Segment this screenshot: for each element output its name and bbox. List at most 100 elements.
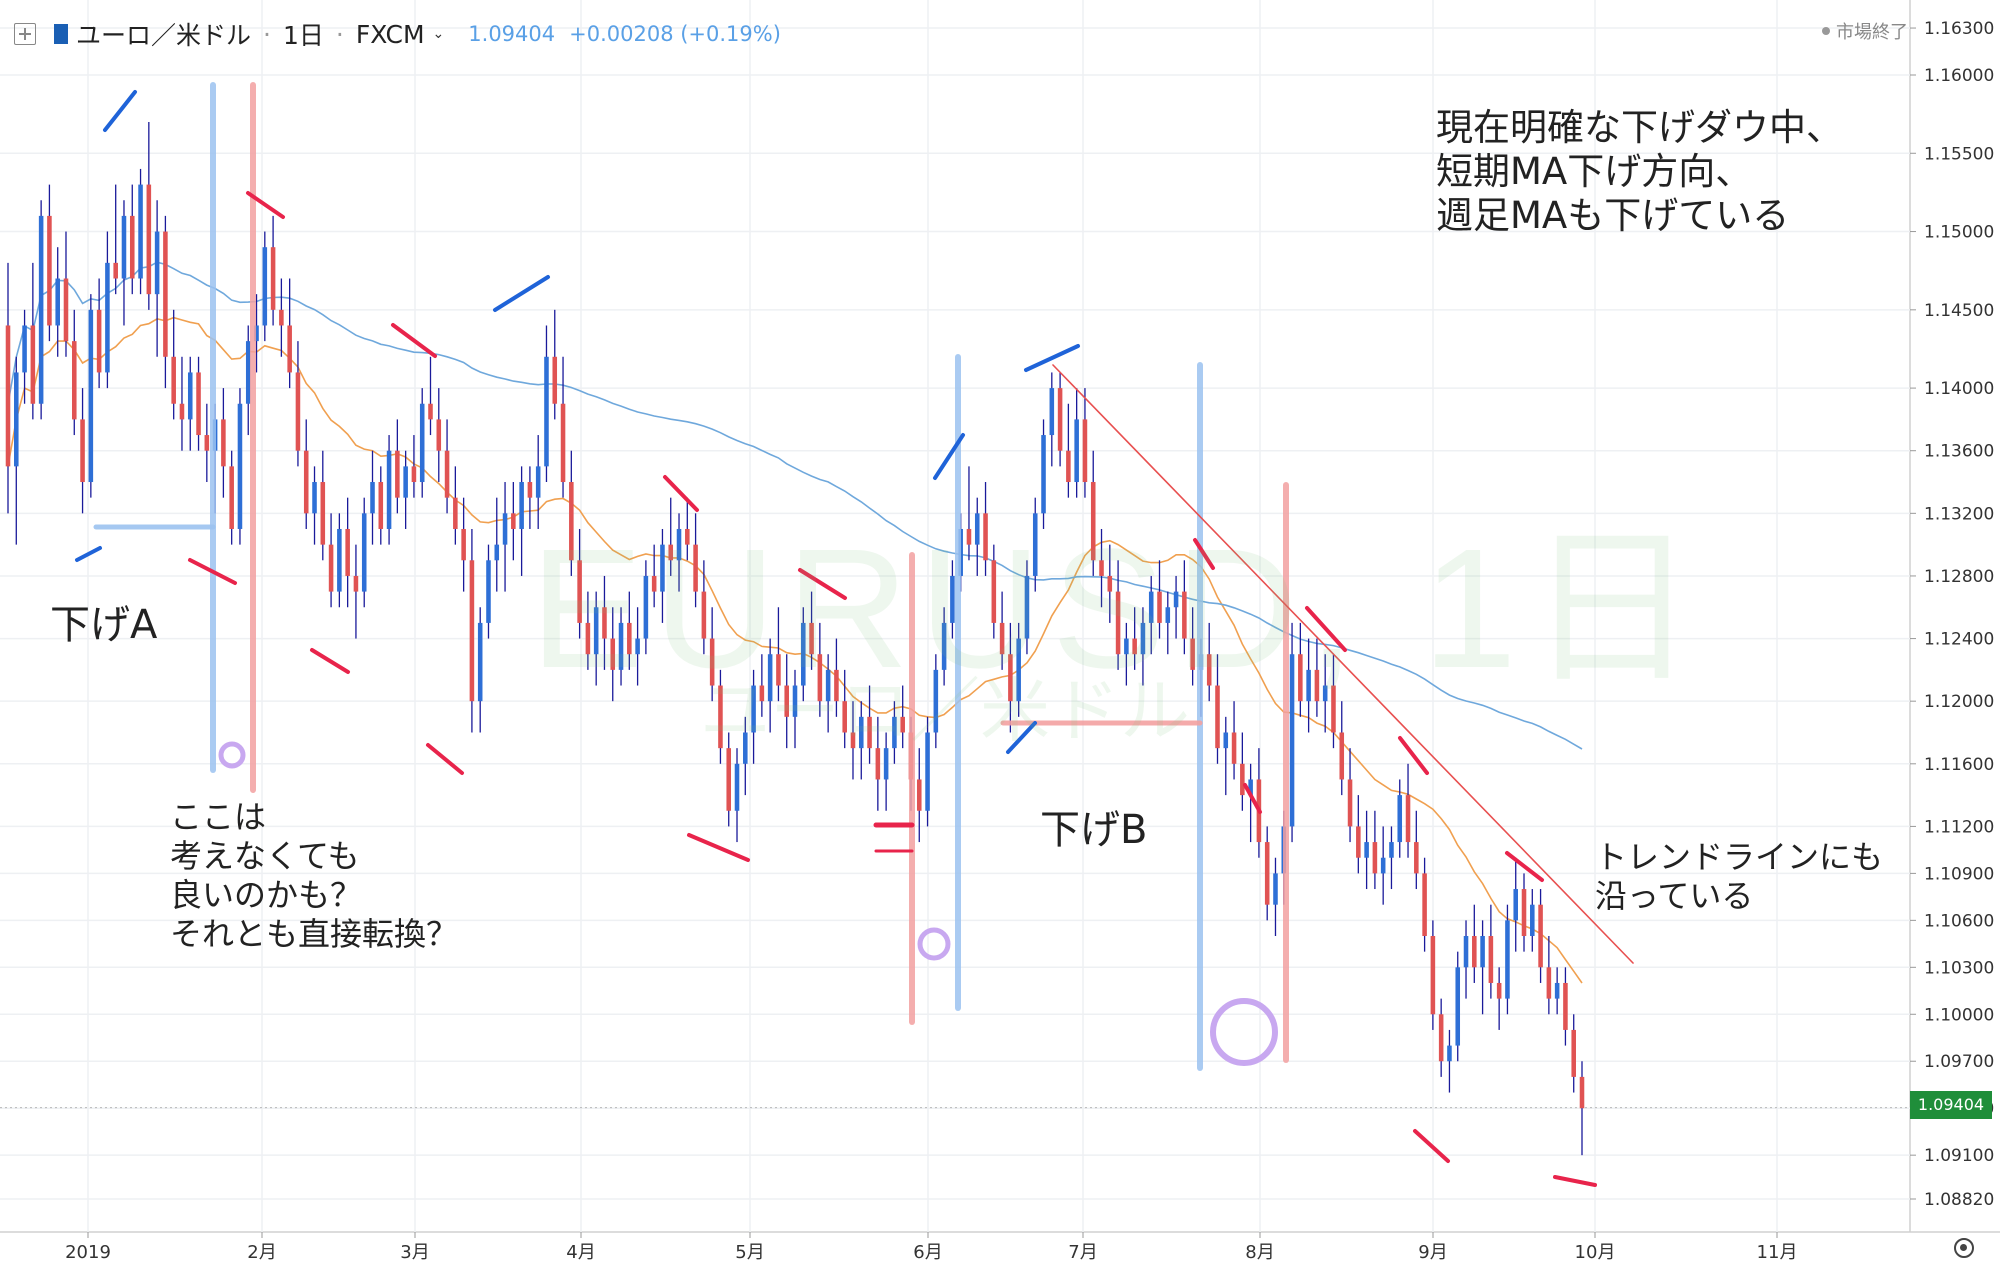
x-tick-label: 2019 xyxy=(65,1242,111,1263)
candle xyxy=(676,513,682,592)
candle xyxy=(1546,936,1552,1015)
interval-label[interactable]: 1日 xyxy=(282,21,324,50)
candle-body xyxy=(171,356,176,404)
candle xyxy=(709,607,715,702)
symbol-name[interactable]: ユーロ／米ドル xyxy=(76,21,252,50)
swing-low-mark xyxy=(687,833,750,862)
status-dot-icon xyxy=(1822,27,1830,35)
gear-icon[interactable] xyxy=(1954,1238,1974,1258)
candle-body xyxy=(685,528,690,545)
candle-body xyxy=(1505,920,1510,999)
candle-body xyxy=(1182,591,1187,639)
candle-body xyxy=(1223,732,1229,749)
candle xyxy=(1322,654,1328,733)
candle xyxy=(602,575,607,670)
candle-body xyxy=(1397,795,1403,843)
candle-body xyxy=(834,669,839,702)
swing-low-mark xyxy=(798,568,847,600)
candle xyxy=(444,419,450,514)
candle-body xyxy=(651,575,657,592)
candle-body xyxy=(1389,842,1394,858)
candle-body xyxy=(941,622,947,670)
candle-body xyxy=(337,528,342,592)
candle xyxy=(30,262,36,420)
candle xyxy=(88,294,94,498)
candle xyxy=(320,450,326,561)
candle-body xyxy=(38,215,44,404)
candle-body xyxy=(386,450,392,529)
candle xyxy=(279,278,284,357)
candle xyxy=(1579,1061,1585,1156)
plus-square-icon[interactable] xyxy=(14,23,36,45)
candle-body xyxy=(618,622,624,670)
candle xyxy=(1082,388,1088,498)
symbol-watermark-sub: ユーロ／米ドル xyxy=(700,670,1190,752)
candle xyxy=(287,278,292,389)
candle-body xyxy=(262,247,268,326)
candle xyxy=(668,497,674,576)
price-axis[interactable]: 1.16300 1.16000 1.15500 1.15000 1.14500 1.140… xyxy=(1910,19,1994,1210)
candle-body xyxy=(585,622,591,655)
candle-body xyxy=(1455,967,1461,1046)
candle-body xyxy=(270,247,276,310)
candle xyxy=(544,325,549,483)
candle-body xyxy=(511,513,516,529)
candle-body xyxy=(502,513,508,545)
chevron-down-icon[interactable]: ⌄ xyxy=(432,26,445,42)
candle-body xyxy=(378,482,384,529)
candle-body xyxy=(1115,591,1121,655)
candle xyxy=(718,669,723,764)
candle-body xyxy=(1008,654,1013,702)
y-tick-label: 1.09700 xyxy=(1924,1052,1994,1072)
candle-body xyxy=(1579,1076,1585,1109)
candle xyxy=(337,513,342,608)
candle xyxy=(1231,701,1237,780)
y-tick-label: 1.15500 xyxy=(1924,144,1994,164)
candle-body xyxy=(146,184,152,295)
pivot-circle xyxy=(1210,998,1278,1066)
candle-body xyxy=(370,482,375,514)
candle-body xyxy=(494,544,500,561)
candle-body xyxy=(718,685,723,749)
candle-body xyxy=(1438,1014,1444,1062)
candle xyxy=(1339,701,1345,796)
candle xyxy=(1182,560,1187,655)
downtrend-line xyxy=(1052,364,1634,964)
candle-body xyxy=(544,356,549,467)
candle xyxy=(1090,450,1096,576)
candle xyxy=(569,450,574,576)
swing-high-mark xyxy=(933,433,965,480)
candle xyxy=(892,701,897,764)
last-price-label: 1.09404 xyxy=(1910,1091,1992,1119)
candle xyxy=(171,309,176,420)
candle xyxy=(1032,497,1038,592)
candle xyxy=(461,497,466,592)
candle xyxy=(759,654,765,717)
candle-body xyxy=(1546,967,1552,999)
candle xyxy=(651,544,657,608)
time-axis[interactable]: 2019 2月 3月 4月 5月 6月 7月 8月 9月 10月 11月 xyxy=(65,1232,1797,1263)
candle xyxy=(1397,779,1403,858)
candle-body xyxy=(1090,482,1096,561)
candle xyxy=(858,701,864,780)
x-tick-label: 11月 xyxy=(1757,1242,1798,1263)
candle-body xyxy=(22,325,27,373)
candle-body xyxy=(1364,842,1369,858)
candle-body xyxy=(767,654,773,702)
candle xyxy=(527,466,533,529)
candle-body xyxy=(353,575,359,592)
last-price-readout: 1.09404 xyxy=(468,22,556,46)
swing-low-mark xyxy=(188,558,237,585)
exchange-label[interactable]: FXCM xyxy=(355,19,425,49)
market-status-label: 市場終了 xyxy=(1836,22,1908,43)
candle-body xyxy=(743,732,748,764)
candle-body xyxy=(105,262,110,373)
candle xyxy=(361,497,367,608)
candle xyxy=(38,200,44,420)
candle-body xyxy=(527,482,533,498)
candle xyxy=(660,528,665,623)
candle xyxy=(809,591,814,670)
moving-average-lines xyxy=(7,261,1583,984)
swing-high-mark xyxy=(1006,721,1037,754)
